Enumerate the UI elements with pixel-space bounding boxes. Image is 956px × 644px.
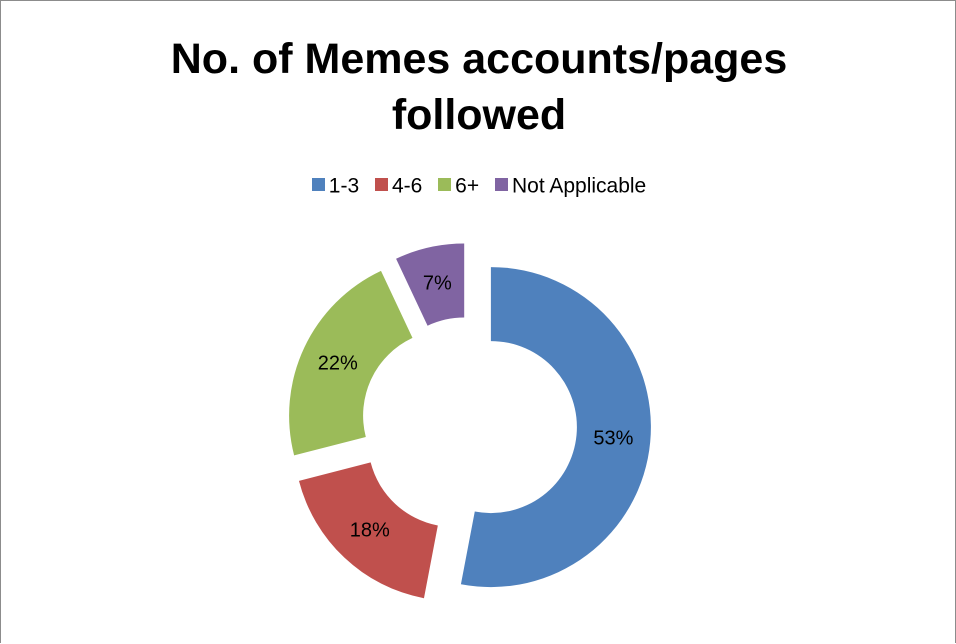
legend-item-6-plus: 6+ — [438, 174, 479, 198]
legend-item-4-6: 4-6 — [374, 174, 423, 198]
legend-label-4-6: 4-6 — [391, 174, 423, 198]
legend-swatch-6-plus — [438, 178, 452, 192]
chart-title-line-1: No. of Memes accounts/pages — [170, 35, 788, 83]
slice-not-applicable — [396, 243, 465, 326]
doughnut-slices — [289, 243, 651, 599]
chart-legend: 1-3 4-6 6+ Not Applicable — [1, 174, 956, 199]
data-label-4-6: 18% — [350, 520, 390, 542]
slice-1-3 — [460, 267, 651, 588]
legend-label-6-plus: 6+ — [455, 174, 480, 198]
doughnut-data-labels: 53% 18% 22% 7% — [318, 272, 634, 541]
data-label-1-3: 53% — [593, 428, 633, 450]
chart-title-line-2: followed — [391, 91, 567, 139]
legend-item-not-applicable: Not Applicable — [494, 174, 647, 198]
legend-item-1-3: 1-3 — [311, 174, 360, 198]
legend-label-not-applicable: Not Applicable — [511, 174, 647, 198]
chart-title: No. of Memes accounts/pages followed — [1, 31, 956, 143]
data-label-6-plus: 22% — [318, 352, 358, 374]
slice-6-plus — [289, 270, 413, 456]
legend-swatch-4-6 — [374, 178, 388, 192]
legend-swatch-1-3 — [311, 178, 325, 192]
legend-label-1-3: 1-3 — [328, 174, 360, 198]
data-label-not-applicable: 7% — [423, 272, 452, 294]
slice-4-6 — [298, 462, 438, 599]
legend-swatch-not-applicable — [494, 178, 508, 192]
